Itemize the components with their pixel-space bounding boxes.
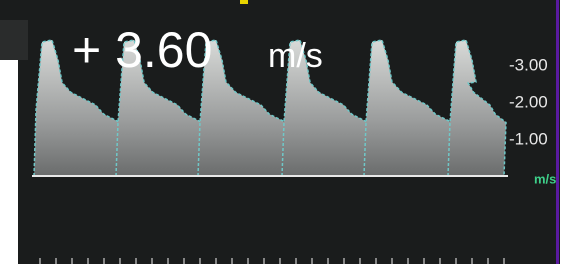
marker <box>240 0 248 4</box>
side-line <box>556 0 559 264</box>
scale-label: -1.00 <box>509 129 548 148</box>
doppler-screen: + 3.60 m/s -3.00 -2.00 -1.00 m/s <box>0 0 568 264</box>
scale-unit: m/s <box>534 171 556 186</box>
scale-label: -2.00 <box>509 92 548 111</box>
image-top <box>0 0 28 20</box>
scale-label: -3.00 <box>509 55 548 74</box>
image-edge <box>0 20 28 60</box>
velocity-readout: + 3.60 <box>72 22 212 78</box>
velocity-unit: m/s <box>268 37 323 75</box>
